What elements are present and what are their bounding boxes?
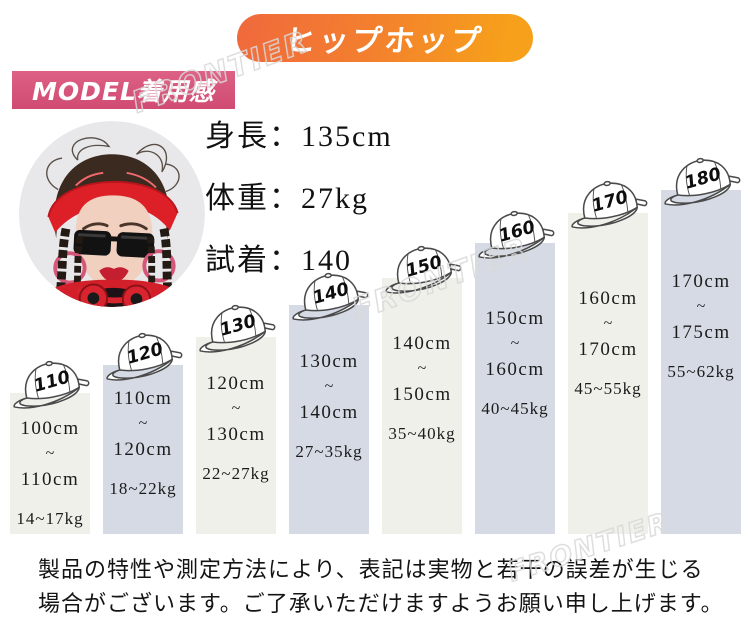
page-title: ヒップホップ bbox=[283, 24, 486, 59]
tilde: ~ bbox=[138, 415, 148, 432]
size-bar: 110 100cm ~ 110cm 14~17kg bbox=[10, 360, 90, 534]
cap-icon: 140 bbox=[287, 271, 371, 321]
weight-range: 45~55kg bbox=[574, 379, 642, 398]
size-bar-text: 170cm ~ 175cm 55~62kg bbox=[661, 190, 741, 382]
size-bar: 120 110cm ~ 120cm 18~22kg bbox=[103, 332, 183, 534]
weight-range: 18~22kg bbox=[109, 479, 177, 498]
disclaimer-line-1: 製品の特性や測定方法により、表記は実物と若干の誤差が生じる bbox=[38, 557, 704, 582]
size-bar-text: 140cm ~ 150cm 35~40kg bbox=[382, 278, 462, 444]
size-bar: 140 130cm ~ 140cm 27~35kg bbox=[289, 272, 369, 534]
size-bar-text: 110cm ~ 120cm 18~22kg bbox=[103, 365, 183, 499]
tilde: ~ bbox=[417, 360, 427, 377]
tilde: ~ bbox=[45, 445, 55, 462]
size-bar: 160 150cm ~ 160cm 40~45kg bbox=[475, 210, 555, 534]
height-from: 100cm bbox=[20, 418, 80, 439]
size-bar-text: 100cm ~ 110cm 14~17kg bbox=[10, 393, 90, 529]
cap-icon: 160 bbox=[473, 209, 557, 259]
size-bar-text: 160cm ~ 170cm 45~55kg bbox=[568, 213, 648, 399]
height-to: 175cm bbox=[671, 322, 731, 343]
size-bar: 170 160cm ~ 170cm 45~55kg bbox=[568, 180, 648, 534]
height-to: 130cm bbox=[206, 424, 266, 445]
tilde: ~ bbox=[510, 335, 520, 352]
model-fit-label: MODEL着用感 bbox=[12, 71, 235, 109]
weight-range: 27~35kg bbox=[295, 442, 363, 461]
height-to: 110cm bbox=[20, 469, 80, 490]
model-fit-label-text: MODEL着用感 bbox=[32, 77, 215, 106]
cap-icon: 110 bbox=[8, 359, 92, 409]
height-from: 140cm bbox=[392, 333, 452, 354]
weight-range: 55~62kg bbox=[667, 362, 735, 381]
tilde: ~ bbox=[231, 400, 241, 417]
model-height: 身長：135cm bbox=[205, 120, 393, 153]
model-photo bbox=[19, 121, 205, 307]
size-bar: 130 120cm ~ 130cm 22~27kg bbox=[196, 304, 276, 534]
size-bar-text: 120cm ~ 130cm 22~27kg bbox=[196, 337, 276, 484]
height-from: 110cm bbox=[113, 388, 173, 409]
disclaimer: 製品の特性や測定方法により、表記は実物と若干の誤差が生じる 場合がございます。ご… bbox=[38, 553, 724, 621]
height-from: 120cm bbox=[206, 373, 266, 394]
cap-icon: 170 bbox=[566, 179, 650, 229]
height-from: 150cm bbox=[485, 308, 545, 329]
height-to: 120cm bbox=[113, 439, 173, 460]
cap-icon: 130 bbox=[194, 303, 278, 353]
cap-icon: 180 bbox=[659, 156, 743, 206]
cap-icon: 150 bbox=[380, 244, 464, 294]
height-to: 170cm bbox=[578, 339, 638, 360]
weight-range: 40~45kg bbox=[481, 399, 549, 418]
tilde: ~ bbox=[696, 298, 706, 315]
height-to: 150cm bbox=[392, 384, 452, 405]
height-to: 160cm bbox=[485, 359, 545, 380]
tilde: ~ bbox=[324, 378, 334, 395]
height-from: 170cm bbox=[671, 271, 731, 292]
height-to: 140cm bbox=[299, 402, 359, 423]
disclaimer-line-2: 場合がございます。ご了承いただけますようお願い申し上げます。 bbox=[38, 591, 724, 616]
weight-range: 14~17kg bbox=[16, 509, 84, 528]
model-fitting-size: 試着：140 bbox=[205, 244, 352, 277]
cap-icon: 120 bbox=[101, 331, 185, 381]
tilde: ~ bbox=[603, 315, 613, 332]
model-weight: 体重：27kg bbox=[205, 182, 369, 215]
size-bar: 150 140cm ~ 150cm 35~40kg bbox=[382, 245, 462, 534]
height-from: 160cm bbox=[578, 288, 638, 309]
size-bar-text: 130cm ~ 140cm 27~35kg bbox=[289, 305, 369, 462]
title-banner: ヒップホップ bbox=[237, 14, 533, 62]
weight-range: 35~40kg bbox=[388, 424, 456, 443]
model-info: 身長：135cm 体重：27kg 試着：140 bbox=[205, 118, 393, 304]
model-photo-illustration bbox=[19, 121, 205, 307]
height-from: 130cm bbox=[299, 351, 359, 372]
size-bar-text: 150cm ~ 160cm 40~45kg bbox=[475, 243, 555, 419]
size-bar: 180 170cm ~ 175cm 55~62kg bbox=[661, 157, 741, 534]
weight-range: 22~27kg bbox=[202, 464, 270, 483]
